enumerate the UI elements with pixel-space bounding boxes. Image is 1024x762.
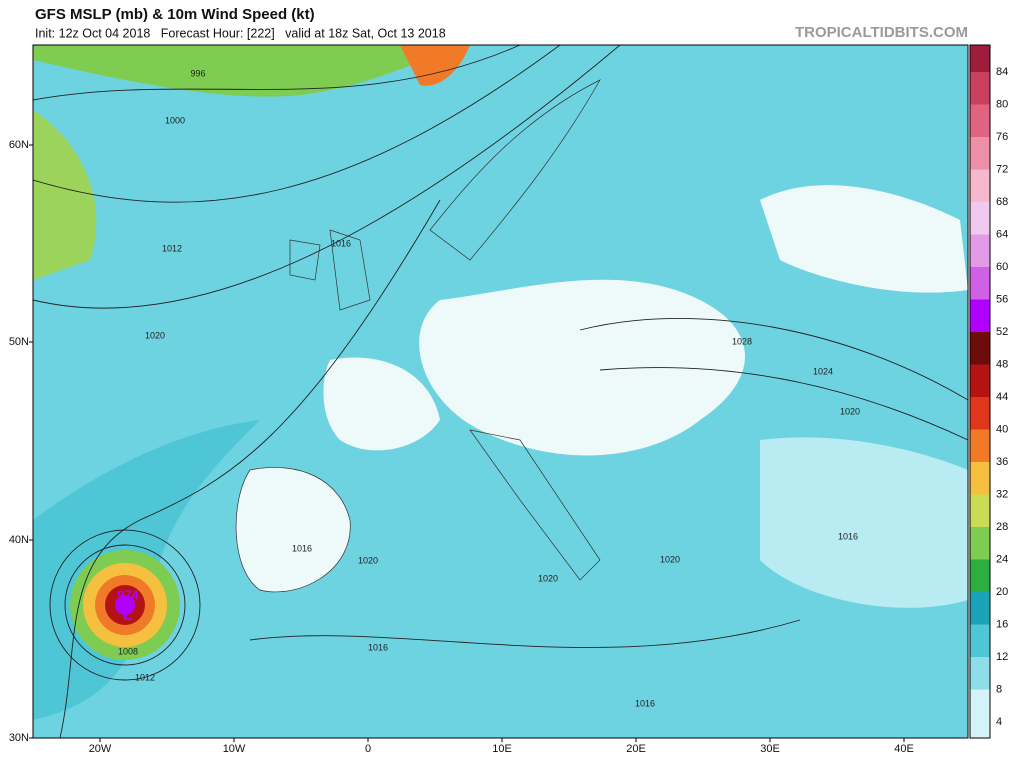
- lon-label: 40E: [894, 743, 914, 755]
- jet-north: [33, 45, 470, 97]
- colorbar-cell: [970, 429, 990, 462]
- isobar-label: 1020: [660, 554, 680, 564]
- colorbar-cell: [970, 364, 990, 397]
- colorbar-cell: [970, 624, 990, 657]
- colorbar-cell: [970, 559, 990, 592]
- colorbar-cell: [970, 104, 990, 137]
- colorbar-label: 8: [996, 683, 1002, 695]
- colorbar-cell: [970, 137, 990, 170]
- colorbar-label: 24: [996, 553, 1008, 565]
- colorbar-label: 72: [996, 163, 1008, 175]
- colorbar-cell: [970, 592, 990, 625]
- colorbar-label: 44: [996, 391, 1008, 403]
- lat-label: 40N: [9, 534, 29, 546]
- colorbar-label: 32: [996, 488, 1008, 500]
- colorbar-label: 4: [996, 716, 1002, 728]
- lon-label: 10W: [223, 743, 246, 755]
- lat-label: 50N: [9, 336, 29, 348]
- map: 996 1000 1012 1016 1020 1028 1024 1020 1…: [32, 44, 969, 739]
- colorbar-cell: [970, 689, 990, 738]
- isobar-label: 1020: [840, 406, 860, 416]
- isobar-label: 1012: [135, 672, 155, 682]
- jet-core: [400, 45, 470, 86]
- colorbar-label: 84: [996, 66, 1008, 78]
- low-pressure-value: 974: [117, 587, 139, 602]
- colorbar-label: 60: [996, 261, 1008, 273]
- lon-label: 0: [365, 743, 371, 755]
- isobar-label: 1000: [165, 115, 185, 125]
- isobar-label: 1028: [732, 336, 752, 346]
- jet-west: [33, 110, 97, 280]
- isobar-label: 1020: [538, 573, 558, 583]
- isobar-label: 1008: [118, 646, 138, 656]
- russia: [760, 185, 968, 293]
- colorbar-cell: [970, 72, 990, 105]
- colorbar-cell: [970, 299, 990, 332]
- colorbar-label: 80: [996, 98, 1008, 110]
- colorbar-label: 76: [996, 131, 1008, 143]
- isobar-label: 1020: [145, 330, 165, 340]
- colorbar-cell: [970, 45, 990, 72]
- colorbar-cell: [970, 202, 990, 235]
- colorbar-label: 20: [996, 586, 1008, 598]
- iberia: [236, 467, 351, 592]
- black-sea: [760, 437, 968, 608]
- colorbar-label: 40: [996, 423, 1008, 435]
- colorbar-label: 52: [996, 326, 1008, 338]
- low-marker: L: [123, 607, 133, 624]
- colorbar-cell: [970, 462, 990, 495]
- lon-label: 20E: [626, 743, 646, 755]
- isobar-label: 996: [190, 68, 205, 78]
- lat-label: 60N: [9, 139, 29, 151]
- isobar-labels: 996 1000 1012 1016 1020 1028 1024 1020 1…: [117, 68, 860, 708]
- colorbar-label: 36: [996, 456, 1008, 468]
- colorbar-label: 68: [996, 196, 1008, 208]
- lon-label: 10E: [492, 743, 512, 755]
- isobar-label: 1024: [813, 366, 833, 376]
- colorbar-cell: [970, 169, 990, 202]
- colorbar-cell: [970, 527, 990, 560]
- isobar-label: 1020: [358, 555, 378, 565]
- colorbar-cell: [970, 657, 990, 690]
- colorbar-label: 48: [996, 358, 1008, 370]
- isobar-label: 1016: [331, 238, 351, 248]
- isobar-lines: [33, 45, 968, 738]
- site: TROPICALTIDBITS.COM: [795, 24, 968, 41]
- lon-label: 20W: [89, 743, 112, 755]
- colorbar-label: 12: [996, 651, 1008, 663]
- lat-label: 30N: [9, 732, 29, 744]
- colorbar-cell: [970, 267, 990, 300]
- colorbar-label: 64: [996, 228, 1008, 240]
- colorbar-cell: [970, 397, 990, 430]
- isobar-label: 1016: [368, 642, 388, 652]
- axes: 60N 50N 40N 30N 20W 10W 0 10E 20E 30E 40E: [9, 139, 914, 755]
- isobar-label: 1016: [838, 531, 858, 541]
- coastlines: [235, 79, 601, 593]
- isobar-label: 1016: [292, 543, 312, 553]
- title: GFS MSLP (mb) & 10m Wind Speed (kt): [35, 6, 315, 23]
- france: [323, 357, 440, 451]
- colorbar-cell: [970, 332, 990, 365]
- colorbar-label: 56: [996, 293, 1008, 305]
- colorbar-frame: [969, 44, 991, 739]
- map-frame: [32, 44, 969, 739]
- storm-eye: [115, 595, 135, 615]
- land-calm: [419, 279, 745, 456]
- colorbar-cell: [970, 234, 990, 267]
- colorbar-label: 16: [996, 618, 1008, 630]
- lon-label: 30E: [760, 743, 780, 755]
- subtitle: Init: 12z Oct 04 2018 Forecast Hour: [22…: [35, 26, 446, 40]
- isobar-label: 1012: [162, 243, 182, 253]
- isobar-label: 1016: [635, 698, 655, 708]
- colorbar-label: 28: [996, 521, 1008, 533]
- colorbar-cell: [970, 494, 990, 527]
